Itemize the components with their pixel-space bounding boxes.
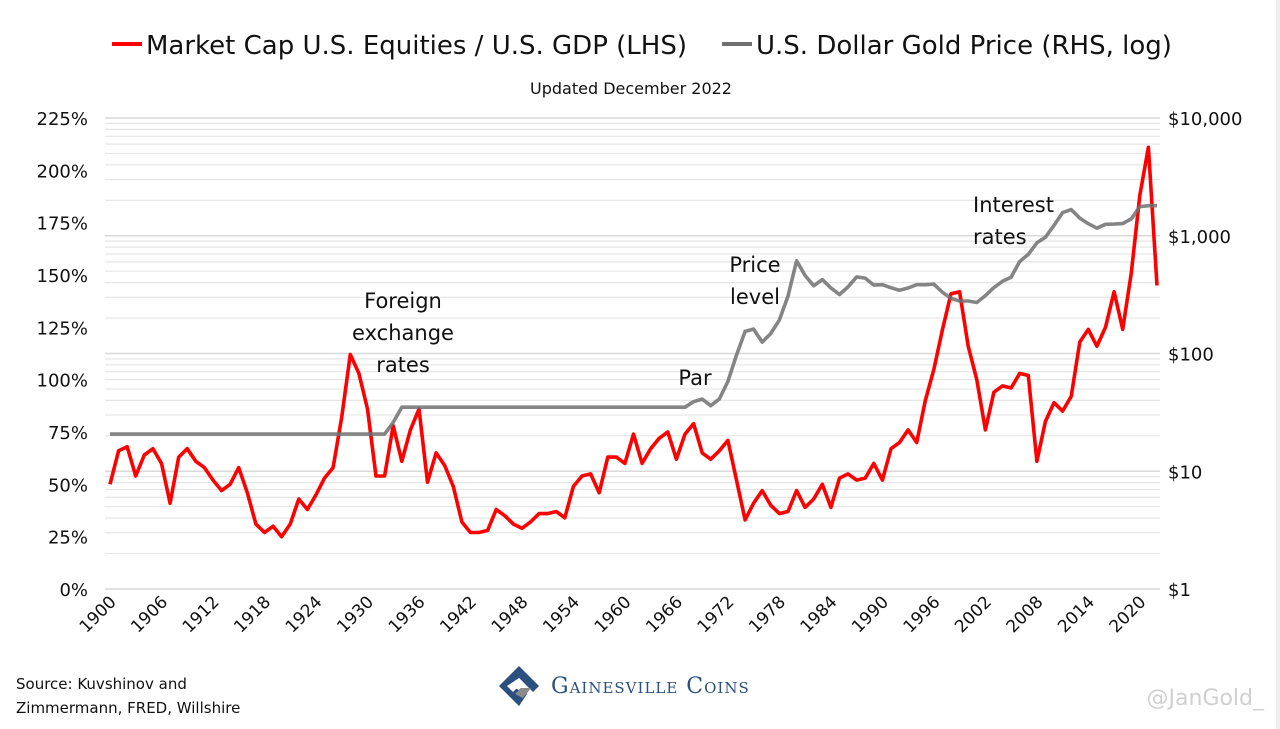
x-axis-tick: 1930: [333, 592, 378, 637]
left-axis-tick: 175%: [37, 214, 88, 235]
x-axis-tick: 1984: [797, 592, 842, 637]
annotation-label: Price: [729, 253, 780, 277]
x-axis-tick: 2002: [951, 592, 996, 637]
x-axis-tick: 2020: [1106, 592, 1151, 637]
right-axis-tick: $10: [1168, 462, 1202, 483]
x-axis-tick: 2014: [1054, 592, 1099, 637]
x-axis-tick: 1966: [642, 592, 687, 637]
series-line-market-cap-gdp: [108, 145, 1159, 539]
x-axis-tick: 1936: [385, 592, 430, 637]
x-axis-tick: 1954: [539, 592, 584, 637]
annotation-label: exchange: [352, 321, 454, 345]
x-axis-tick: 1990: [848, 592, 893, 637]
x-axis-tick: 1924: [282, 592, 327, 637]
right-axis-tick: $10,000: [1168, 109, 1242, 130]
left-axis-tick: 225%: [37, 109, 88, 130]
x-axis-tick: 1912: [179, 592, 224, 637]
annotation-label: Par: [678, 366, 712, 390]
annotation-label: rates: [973, 225, 1027, 249]
x-axis-tick: 1972: [694, 592, 739, 637]
annotation-label: rates: [376, 353, 430, 377]
right-axis-tick: $1,000: [1168, 227, 1231, 248]
logo-mark-icon: [499, 666, 539, 706]
annotation-label: Foreign: [364, 289, 442, 313]
left-axis-tick: 100%: [37, 371, 88, 392]
left-axis-tick: 25%: [48, 528, 88, 549]
source-line-1: Source: Kuvshinov and: [16, 675, 187, 693]
right-axis-tick: $1: [1168, 580, 1191, 601]
right-axis-tick: $100: [1168, 345, 1214, 366]
left-axis-tick: 150%: [37, 266, 88, 287]
source-line-2: Zimmermann, FRED, Willshire: [16, 699, 241, 717]
x-axis-tick: 1978: [745, 592, 790, 637]
x-axis-tick: 1906: [127, 592, 172, 637]
x-axis-tick: 1918: [230, 592, 275, 637]
x-axis-tick: 1948: [488, 592, 533, 637]
chart-subtitle: Updated December 2022: [530, 79, 732, 98]
legend-label: Market Cap U.S. Equities / U.S. GDP (LHS…: [146, 31, 687, 61]
right-border: [1276, 0, 1280, 729]
gainesville-coins-logo: Gainesville Coins: [497, 664, 750, 708]
left-axis-tick: 0%: [59, 580, 88, 601]
logo-text: Gainesville Coins: [551, 673, 750, 699]
annotation-label: level: [730, 285, 780, 309]
source-note: Source: Kuvshinov and Zimmermann, FRED, …: [16, 672, 240, 720]
author-handle: @JanGold_: [1146, 686, 1265, 711]
x-axis-tick: 1996: [900, 592, 945, 637]
annotation-label: Interest: [973, 193, 1054, 217]
series-line-gold-price: [110, 203, 1157, 436]
left-axis-tick: 125%: [37, 318, 88, 339]
x-axis-tick: 1960: [591, 592, 636, 637]
left-axis-tick: 75%: [48, 423, 88, 444]
legend-label: U.S. Dollar Gold Price (RHS, log): [756, 31, 1172, 61]
left-axis-tick: 50%: [48, 475, 88, 496]
x-axis-tick: 2008: [1003, 592, 1048, 637]
left-axis-tick: 200%: [37, 161, 88, 182]
x-axis-tick: 1942: [436, 592, 481, 637]
